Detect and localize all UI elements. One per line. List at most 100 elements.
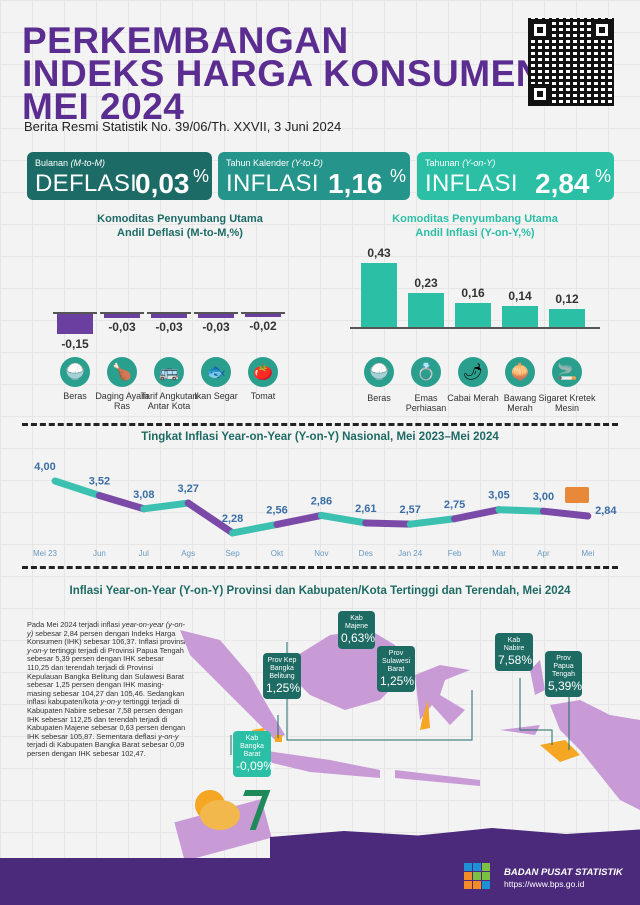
divider xyxy=(22,423,618,426)
line-segment xyxy=(229,520,281,537)
line-segment xyxy=(362,519,414,528)
deflasi-chart-title: Komoditas Penyumbang Utama Andil Deflasi … xyxy=(97,213,263,239)
x-tick-label: Sep xyxy=(225,549,240,558)
unit: % xyxy=(595,166,612,186)
x-tick-label: Des xyxy=(359,549,373,558)
unit: % xyxy=(390,166,407,186)
line-segment xyxy=(140,499,192,513)
bar-label: -0,02 xyxy=(249,318,277,333)
data-label: 3,00 xyxy=(533,491,554,503)
line-segment xyxy=(95,491,148,513)
category-label: Ikan Segar xyxy=(194,391,238,401)
x-tick-label: Mar xyxy=(492,549,506,558)
bar xyxy=(245,314,281,317)
title-line: PERKEMBANGAN xyxy=(22,20,349,61)
bar-label: 0,16 xyxy=(461,286,485,300)
bar xyxy=(455,303,491,327)
line-segment xyxy=(495,506,547,515)
value: 2,84 xyxy=(535,168,590,199)
fish-icon: 🐟 xyxy=(201,357,231,387)
category-label: Daging Ayam Ras xyxy=(95,391,149,411)
divider xyxy=(22,566,618,569)
org-name: BADAN PUSAT STATISTIK xyxy=(504,867,623,878)
kind: INFLASI xyxy=(226,170,319,197)
papua xyxy=(550,700,640,810)
java xyxy=(260,750,380,778)
nusa-tenggara xyxy=(395,770,480,786)
line-segment xyxy=(51,477,103,499)
footer: BADAN PUSAT STATISTIK https://www.bps.go… xyxy=(0,858,640,905)
bar-baseline xyxy=(194,312,238,314)
belitung xyxy=(275,735,282,742)
category-label: Beras xyxy=(63,391,87,401)
cigarette-icon: 🚬 xyxy=(552,357,582,387)
value: 1,16 xyxy=(328,168,383,199)
onion-icon: 🧅 xyxy=(505,357,535,387)
kalimantan xyxy=(290,630,400,710)
bar-label: 0,12 xyxy=(555,292,579,306)
sulbar xyxy=(420,700,430,730)
bps-logo-icon xyxy=(464,863,490,889)
page-title: PERKEMBANGAN INDEKS HARGA KONSUMEN MEI 2… xyxy=(22,20,543,125)
unit: % xyxy=(193,166,210,186)
qr-code[interactable] xyxy=(528,18,614,106)
x-tick-label: Ags xyxy=(181,549,195,558)
bar xyxy=(361,262,397,327)
data-label: 2,84 xyxy=(595,505,617,517)
tag-prov-sulbar: Prov Sulawesi Barat 1,25% xyxy=(377,646,415,692)
roast-chicken-icon: 🍗 xyxy=(107,357,137,387)
x-tick-label: Jan 24 xyxy=(398,549,423,558)
period-label: Bulanan (M-to-M) xyxy=(35,158,106,168)
x-tick-label: Mei xyxy=(581,549,594,558)
category-label: Emas Perhiasan xyxy=(405,393,447,413)
truck-icon xyxy=(565,487,589,503)
kind: INFLASI xyxy=(425,170,518,197)
bar-label: 0,43 xyxy=(367,245,391,260)
x-tick-label: Jun xyxy=(93,549,106,558)
bar-label: -0,15 xyxy=(61,336,89,351)
rice-bowl-icon: 🍚 xyxy=(60,357,90,387)
data-label: 2,61 xyxy=(355,503,376,515)
org-url[interactable]: https://www.bps.go.id xyxy=(504,879,585,889)
value: 0,03 xyxy=(135,168,190,199)
bar-label: 0,23 xyxy=(414,275,438,290)
bar xyxy=(408,292,444,327)
data-label: 4,00 xyxy=(34,461,55,473)
data-label: 3,08 xyxy=(133,489,154,501)
line-segment xyxy=(451,506,503,523)
line-segment xyxy=(317,511,370,527)
bar-label: 0,14 xyxy=(508,289,532,303)
baseline xyxy=(350,327,600,329)
x-tick-label: Apr xyxy=(537,549,550,558)
bar-baseline xyxy=(100,312,144,314)
x-tick-label: Nov xyxy=(314,549,328,558)
sumatra xyxy=(180,630,285,740)
rice-bowl-icon: 🍚 xyxy=(364,357,394,387)
category-label: Tomat xyxy=(250,391,276,401)
data-label: 3,05 xyxy=(488,490,509,502)
data-label: 2,57 xyxy=(399,504,420,516)
period-label: Tahun Kalender (Y-to-D) xyxy=(226,158,323,168)
inflasi-chart-title: Komoditas Penyumbang Utama Andil Inflasi … xyxy=(392,213,558,239)
summary-ytd: Tahun Kalender (Y-to-D) INFLASI 1,16 % xyxy=(218,152,410,200)
money-bag-icon xyxy=(200,800,240,830)
category-label: Beras xyxy=(367,393,391,403)
category-label: Bawang Merah xyxy=(503,393,537,413)
map-title: Inflasi Year-on-Year (Y-on-Y) Provinsi d… xyxy=(69,585,571,597)
bar xyxy=(549,309,585,327)
category-label: Sigaret Kretek Mesin xyxy=(538,393,596,413)
bar xyxy=(151,314,187,318)
x-tick-label: Okt xyxy=(271,549,284,558)
x-tick-label: Jul xyxy=(139,549,149,558)
bar-baseline xyxy=(53,312,97,314)
line-segment xyxy=(539,507,592,520)
bar-baseline xyxy=(241,312,285,314)
papua-tengah xyxy=(540,740,580,762)
data-label: 2,56 xyxy=(266,504,287,516)
category-label: Tarif Angkutan Antar Kota xyxy=(140,391,198,411)
bar-baseline xyxy=(147,312,191,314)
bus-icon: 🚌 xyxy=(154,357,184,387)
data-label: 2,75 xyxy=(444,499,465,511)
category-label: Cabai Merah xyxy=(447,393,499,403)
bar xyxy=(57,314,93,334)
